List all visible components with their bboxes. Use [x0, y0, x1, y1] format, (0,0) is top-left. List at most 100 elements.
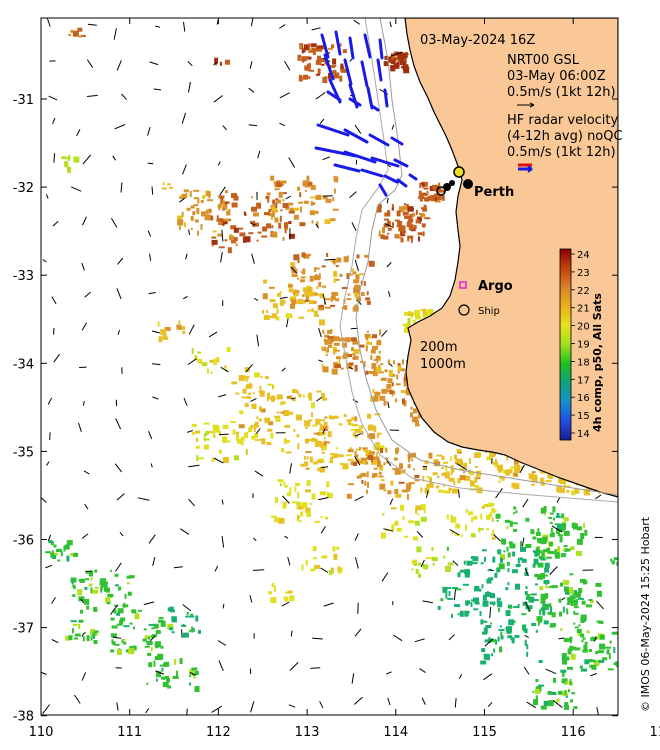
sst-pixel	[422, 207, 428, 212]
sst-pixel	[588, 659, 592, 663]
sst-pixel	[511, 569, 518, 574]
sst-pixel	[530, 529, 535, 535]
sst-pixel	[457, 572, 461, 578]
sst-pixel	[254, 439, 258, 442]
sst-pixel	[143, 628, 147, 631]
sst-pixel	[328, 570, 332, 575]
sst-pixel	[167, 183, 171, 186]
model-arrow	[252, 569, 265, 571]
model-arrow	[112, 636, 122, 639]
sst-pixel	[305, 489, 311, 493]
sst-pixel	[222, 424, 229, 429]
model-arrow	[82, 216, 87, 226]
sst-pixel	[564, 689, 567, 695]
model-arrow	[81, 322, 88, 331]
sst-pixel	[320, 45, 327, 50]
sst-pixel	[314, 442, 318, 447]
model-arrow	[353, 19, 360, 25]
sst-pixel	[352, 352, 356, 356]
sst-pixel	[181, 624, 187, 627]
sst-pixel	[259, 390, 265, 397]
sst-pixel	[270, 175, 275, 181]
sst-pixel	[318, 281, 322, 287]
sst-pixel	[424, 217, 431, 220]
sst-pixel	[298, 520, 302, 523]
sst-pixel	[359, 425, 363, 430]
sst-pixel	[225, 59, 230, 65]
model-arrow	[183, 397, 188, 406]
sst-pixel	[365, 334, 369, 340]
sst-pixel	[296, 514, 299, 521]
model-arrow	[291, 397, 296, 400]
sst-pixel	[93, 640, 98, 644]
sst-pixel	[547, 611, 553, 615]
sst-pixel	[194, 671, 199, 675]
sst-pixel	[361, 447, 368, 450]
sst-pixel	[197, 351, 202, 354]
sst-pixel	[304, 189, 307, 192]
sst-pixel	[309, 287, 313, 292]
sst-pixel	[160, 329, 167, 336]
sst-pixel	[473, 515, 478, 520]
sst-pixel	[589, 649, 592, 652]
sst-pixel	[349, 362, 354, 366]
sst-pixel	[611, 631, 618, 635]
sst-pixel	[426, 191, 429, 195]
sst-pixel	[456, 449, 462, 452]
model-arrow	[493, 534, 501, 542]
sst-pixel	[433, 187, 436, 192]
sst-pixel	[391, 524, 395, 531]
colorbar-tick-label: 20	[577, 322, 590, 333]
sst-pixel	[317, 68, 321, 75]
model-arrow	[83, 470, 90, 475]
sst-pixel	[267, 392, 271, 399]
sst-pixel	[312, 50, 316, 55]
sst-pixel	[270, 515, 276, 518]
sst-pixel	[374, 413, 381, 416]
sst-pixel	[627, 563, 629, 568]
sst-pixel	[181, 193, 186, 199]
sst-pixel	[524, 591, 528, 596]
sst-pixel	[563, 545, 568, 547]
sst-pixel	[564, 586, 570, 592]
sst-pixel	[402, 232, 406, 235]
sst-pixel	[432, 472, 438, 476]
sst-pixel	[446, 514, 449, 520]
sst-pixel	[333, 336, 340, 342]
sst-pixel	[318, 307, 324, 311]
sst-pixel	[590, 637, 596, 642]
model-arrow	[186, 430, 193, 433]
model-arrow	[222, 125, 227, 131]
sst-pixel	[396, 210, 401, 217]
sst-pixel	[465, 508, 468, 513]
sst-pixel	[526, 644, 529, 650]
sst-pixel	[420, 516, 427, 522]
sst-pixel	[379, 464, 384, 471]
sst-pixel	[306, 68, 311, 72]
sst-pixel	[224, 365, 227, 369]
sst-pixel	[234, 455, 239, 461]
sst-pixel	[50, 552, 55, 558]
model-arrow	[213, 61, 218, 66]
sst-pixel	[372, 370, 378, 377]
model-arrow	[281, 601, 290, 607]
sst-pixel	[500, 554, 506, 561]
sst-pixel	[335, 278, 340, 281]
sst-pixel	[407, 207, 414, 212]
model-arrow	[392, 634, 403, 642]
sst-pixel	[151, 635, 155, 638]
colorbar	[559, 248, 572, 441]
sst-pixel	[413, 468, 415, 471]
sst-pixel	[306, 285, 311, 289]
hf-arrow	[316, 123, 350, 137]
sst-pixel	[545, 583, 548, 586]
sst-pixel	[353, 349, 360, 355]
sst-pixel	[311, 308, 314, 313]
sst-pixel	[413, 225, 417, 230]
sst-pixel	[376, 434, 379, 439]
sst-pixel	[264, 212, 270, 216]
model-arrow	[458, 673, 463, 680]
sst-pixel	[463, 560, 466, 565]
sst-pixel	[391, 207, 394, 211]
sst-pixel	[355, 460, 362, 463]
